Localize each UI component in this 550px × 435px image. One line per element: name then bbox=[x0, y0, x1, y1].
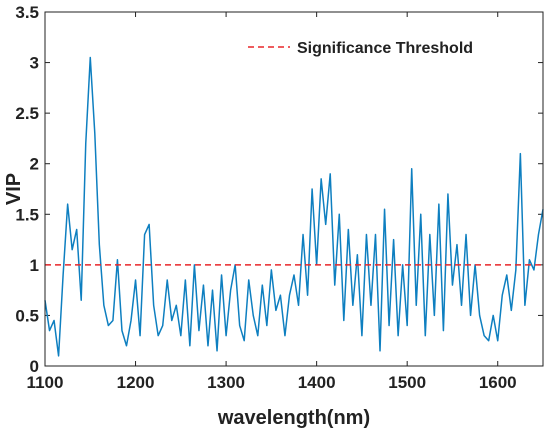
x-tick-label: 1600 bbox=[479, 373, 517, 392]
x-tick-label: 1300 bbox=[207, 373, 245, 392]
y-tick-label: 1 bbox=[30, 256, 39, 275]
plot-frame bbox=[44, 11, 544, 367]
y-tick-label: 3.5 bbox=[15, 3, 39, 22]
y-tick-label: 1.5 bbox=[15, 205, 39, 224]
y-tick-label: 0 bbox=[30, 357, 39, 376]
x-tick-label: 1100 bbox=[27, 373, 64, 392]
legend-label: Significance Threshold bbox=[297, 40, 473, 57]
y-axis-label: VIP bbox=[3, 173, 25, 205]
y-tick-label: 2.5 bbox=[15, 104, 39, 123]
x-tick-label: 1400 bbox=[298, 373, 336, 392]
y-tick-label: 2 bbox=[30, 155, 39, 174]
x-axis-label: wavelength(nm) bbox=[217, 407, 370, 429]
y-tick-label: 0.5 bbox=[15, 306, 39, 325]
y-tick-label: 3 bbox=[30, 54, 39, 73]
vip-line bbox=[44, 56, 544, 357]
x-tick-label: 1500 bbox=[388, 373, 426, 392]
x-tick-label: 1200 bbox=[117, 373, 155, 392]
